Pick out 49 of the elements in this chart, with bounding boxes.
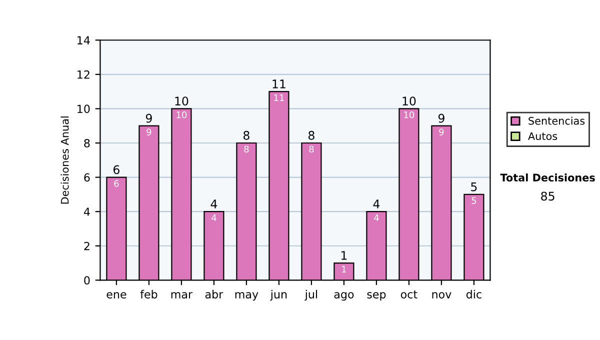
x-tick-label: sep bbox=[367, 292, 386, 301]
total-label: 4 bbox=[373, 200, 380, 208]
data-label: 1 bbox=[342, 266, 346, 272]
data-label: 8 bbox=[309, 146, 314, 153]
legend-label: Autos bbox=[528, 132, 558, 140]
x-tick-label: jun bbox=[270, 290, 287, 301]
y-tick-label: 10 bbox=[78, 104, 90, 114]
total-label: 8 bbox=[308, 130, 314, 140]
y-axis-title: Decisiones Anual bbox=[60, 116, 69, 204]
data-label: 11 bbox=[274, 94, 284, 101]
total-label: 10 bbox=[402, 96, 416, 106]
text: Total Decisiones bbox=[500, 173, 595, 182]
y-tick-label: 14 bbox=[78, 36, 90, 44]
x-tick-label: nov bbox=[432, 292, 452, 298]
total-label: 10 bbox=[175, 96, 188, 106]
x-tick-label: abr bbox=[205, 290, 224, 298]
y-tick-label: 6 bbox=[84, 173, 90, 182]
total-label: 5 bbox=[471, 182, 477, 192]
data-label: 6 bbox=[114, 180, 119, 187]
y-tick-label: 12 bbox=[78, 70, 90, 79]
data-label: 10 bbox=[176, 111, 187, 118]
data-label: 5 bbox=[472, 197, 476, 204]
y-tick-label: 0 bbox=[84, 276, 90, 285]
total-label: 6 bbox=[114, 165, 120, 174]
x-tick-label: mar bbox=[171, 292, 193, 298]
y-tick-label: 8 bbox=[84, 138, 90, 148]
x-tick-label: feb bbox=[140, 290, 158, 298]
total-label: 11 bbox=[272, 80, 286, 88]
x-tick-label: ago bbox=[334, 292, 354, 301]
x-tick-label: jul bbox=[304, 290, 318, 301]
data-label: 9 bbox=[439, 128, 444, 136]
total-label: 1 bbox=[341, 251, 347, 260]
text: 85 bbox=[541, 192, 554, 201]
x-tick-label: oct bbox=[400, 290, 418, 298]
data-label: 9 bbox=[146, 128, 152, 136]
total-label: 9 bbox=[438, 114, 444, 123]
data-label: 10 bbox=[404, 111, 414, 118]
total-label: 4 bbox=[210, 200, 218, 208]
x-tick-label: may bbox=[235, 292, 258, 301]
y-tick-label: 4 bbox=[84, 208, 90, 216]
x-tick-label: ene bbox=[106, 292, 126, 298]
data-label: 4 bbox=[374, 214, 379, 222]
data-label: 4 bbox=[212, 214, 216, 222]
total-label: 9 bbox=[146, 114, 152, 123]
legend-label: Sentencias bbox=[528, 116, 585, 125]
total-label: 8 bbox=[243, 130, 250, 140]
data-label: 8 bbox=[244, 146, 249, 153]
y-tick-label: 2 bbox=[84, 242, 90, 250]
x-tick-label: dic bbox=[466, 290, 482, 298]
